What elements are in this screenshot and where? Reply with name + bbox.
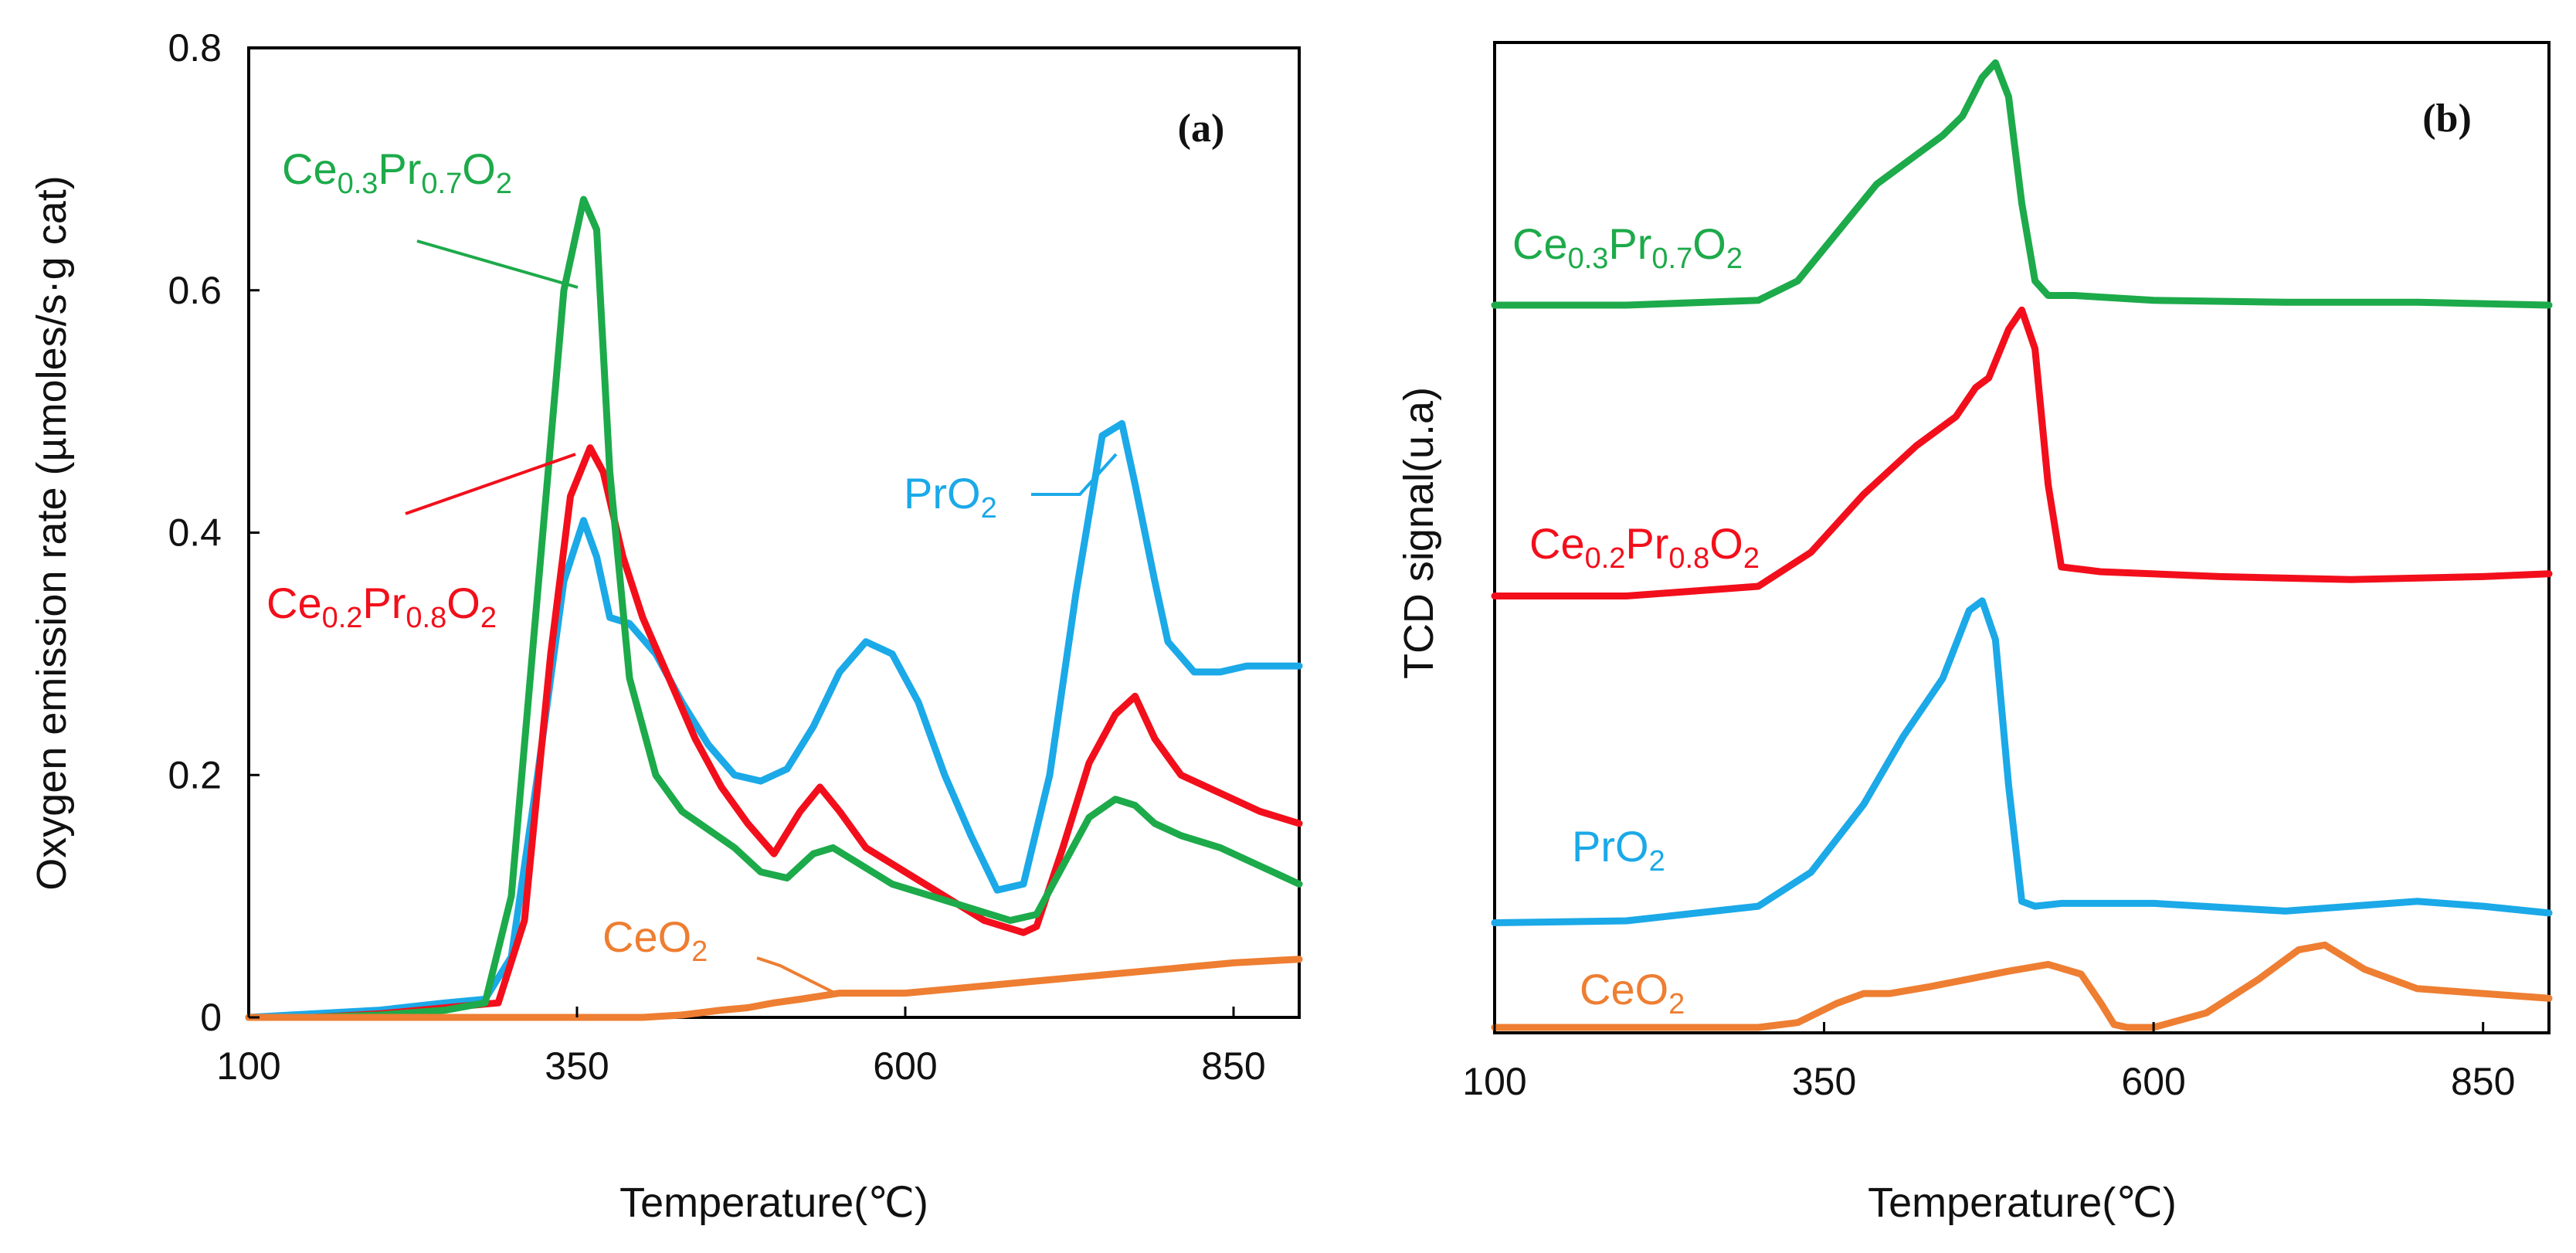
label-leader-pro2-a [1031,453,1118,496]
panel-a-tag: (a) [1178,107,1225,151]
panel-b-tag: (b) [2422,97,2472,141]
label-leader-ce02-a [405,453,576,515]
series-line-ce03pr07o2-b [1491,59,2553,309]
series-label-part: 0.7 [421,168,462,200]
panel-b-series-group [1491,59,2553,1031]
series-label-part: Pr [1625,519,1668,568]
panel-a-x-axis-title: Temperature(℃) [619,1180,928,1226]
series-label-part: 2 [1668,988,1685,1020]
series-label-part: O [1709,519,1743,568]
series-label-ceo2-b: CeO2 [1580,965,1685,1020]
x-tick-label-100-b: 100 [1462,1060,1526,1103]
series-label-part: Ce [1529,519,1585,568]
panel-b-x-axis-title: Temperature(℃) [1868,1180,2177,1226]
series-line-ceo2-a [245,956,1303,1021]
x-tick-label-600-b: 600 [2121,1060,2185,1103]
panel-a: 100 350 600 850 0 0.2 0.4 0.6 0.8 (a) Temperatur… [29,26,1303,1226]
series-label-part: 2 [1649,845,1665,878]
series-label-part: Pr [362,579,406,627]
label-leader-ceo2-a [756,956,835,994]
label-leader-ce03-a [416,239,579,289]
panel-b-tick-labels: 100 350 600 850 [1462,1022,2515,1103]
series-label-part: 2 [691,936,708,968]
x-tick-label-100-a: 100 [216,1044,280,1088]
series-label-part: PrO [904,469,981,518]
y-tick-label-0.8-a: 0.8 [168,26,222,70]
series-label-part: 2 [480,602,497,634]
x-tick-label-350-a: 350 [545,1044,609,1088]
series-label-part: 0.2 [322,602,363,634]
series-label-part: 0.2 [1585,542,1626,575]
series-label-part: CeO [1580,965,1668,1014]
series-line-ce02pr08o2-a [245,444,1303,1021]
series-label-pro2-b: PrO2 [1572,822,1665,878]
series-label-part: 2 [1726,243,1743,275]
y-tick-label-0.4-a: 0.4 [168,511,222,555]
y-tick-label-0.2-a: 0.2 [168,753,222,796]
y-tick-label-0-a: 0 [200,996,222,1039]
series-label-part: PrO [1572,822,1649,871]
series-label-ceo2-a: CeO2 [602,912,708,968]
x-tick-label-350-b: 350 [1792,1060,1856,1103]
series-label-pro2-a: PrO2 [904,469,997,525]
series-label-part: Pr [378,144,421,193]
series-label-part: 0.3 [1568,243,1609,275]
x-tick-label-600-a: 600 [873,1044,937,1088]
series-label-ce03pr07o2-b: Ce0.3Pr0.7O2 [1512,219,1743,275]
series-label-part: 2 [496,168,512,200]
y-tick-label-0.6-a: 0.6 [168,269,222,312]
panel-a-series-group [245,195,1303,1021]
series-line-ce03pr07o2-a [245,195,1303,1021]
series-label-ce03pr07o2-a: Ce0.3Pr0.7O2 [282,144,512,200]
panel-a-tick-labels: 100 350 600 850 0 0.2 0.4 0.6 0.8 [168,26,1265,1088]
series-label-ce02pr08o2-b: Ce0.2Pr0.8O2 [1529,519,1760,575]
series-label-part: CeO [602,912,691,961]
series-label-part: Pr [1608,219,1651,268]
panel-a-y-axis-title: Oxygen emission rate (µmoles/s·g cat) [29,175,75,890]
series-label-part: 2 [981,492,997,525]
x-tick-label-850-a: 850 [1201,1044,1265,1088]
series-label-part: 0.7 [1651,243,1692,275]
series-label-ce02pr08o2-a: Ce0.2Pr0.8O2 [266,579,497,634]
series-label-part: O [1692,219,1726,268]
series-label-part: Ce [1512,219,1568,268]
series-label-part: 0.8 [406,602,446,634]
series-line-ceo2-b [1491,941,2553,1031]
panel-b-frame [1493,41,2551,1034]
series-line-pro2-b [1491,597,2553,926]
x-tick-label-850-b: 850 [2451,1060,2515,1103]
series-label-part: 2 [1743,542,1760,575]
panel-b: 100 350 600 850 (b) Temperature(℃) TCD sign… [1396,41,2553,1226]
series-label-part: Ce [282,144,338,193]
series-label-part: O [462,144,496,193]
series-line-ce02pr08o2-b [1491,306,2553,599]
series-label-part: O [446,579,480,627]
panel-b-y-axis-title: TCD signal(u.a) [1396,387,1442,679]
series-label-part: 0.3 [338,168,378,200]
series-label-part: 0.8 [1668,542,1709,575]
series-label-part: Ce [266,579,322,627]
